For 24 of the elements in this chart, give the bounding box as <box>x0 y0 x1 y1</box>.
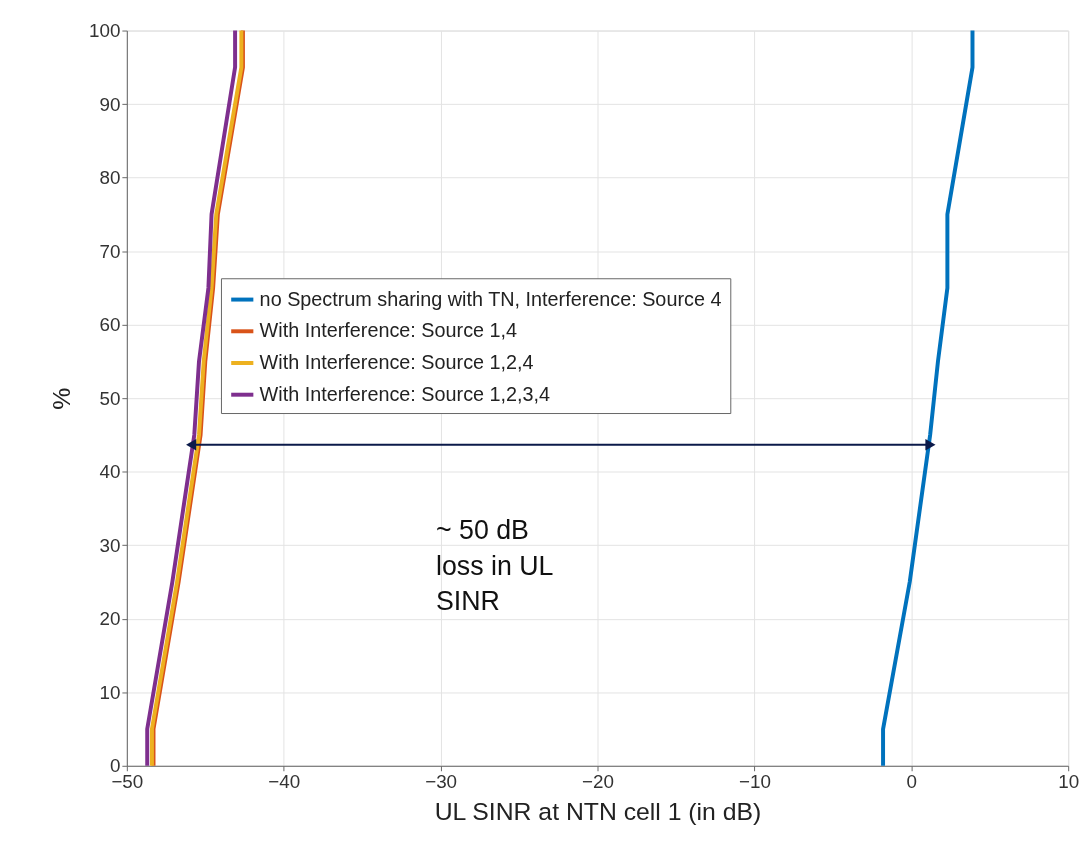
legend-label: With Interference: Source 1,2,4 <box>259 350 534 373</box>
y-tick-label: 20 <box>99 608 121 630</box>
x-tick-label: −10 <box>738 771 771 793</box>
x-tick-label: −30 <box>425 771 458 793</box>
x-tick-label: −20 <box>582 771 614 793</box>
y-axis-title: % <box>48 387 76 410</box>
x-tick-label: 0 <box>906 771 918 793</box>
y-tick-label: 80 <box>99 167 121 189</box>
legend-label: With Interference: Source 1,4 <box>259 319 518 342</box>
line-series <box>881 28 975 768</box>
y-tick-label: 50 <box>99 387 121 409</box>
y-tick-label: 10 <box>99 681 121 703</box>
x-tick-label: 10 <box>1058 771 1080 793</box>
y-tick-label: 90 <box>99 93 121 115</box>
legend-label: no Spectrum sharing with TN, Interference: Source 4 <box>259 287 722 310</box>
y-tick-label: 40 <box>99 461 121 483</box>
x-tick-label: −40 <box>268 771 301 793</box>
annotation: ~ 50 dB loss in UL SINR <box>436 514 554 617</box>
y-tick-label: 60 <box>99 314 121 336</box>
y-tick-label: 100 <box>89 19 121 41</box>
y-tick-label: 30 <box>99 534 121 556</box>
legend-label: With Interference: Source 1,2,3,4 <box>259 382 551 405</box>
y-tick-label: 70 <box>99 240 121 262</box>
x-axis-title: UL SINR at NTN cell 1 (in dB) <box>434 797 762 825</box>
